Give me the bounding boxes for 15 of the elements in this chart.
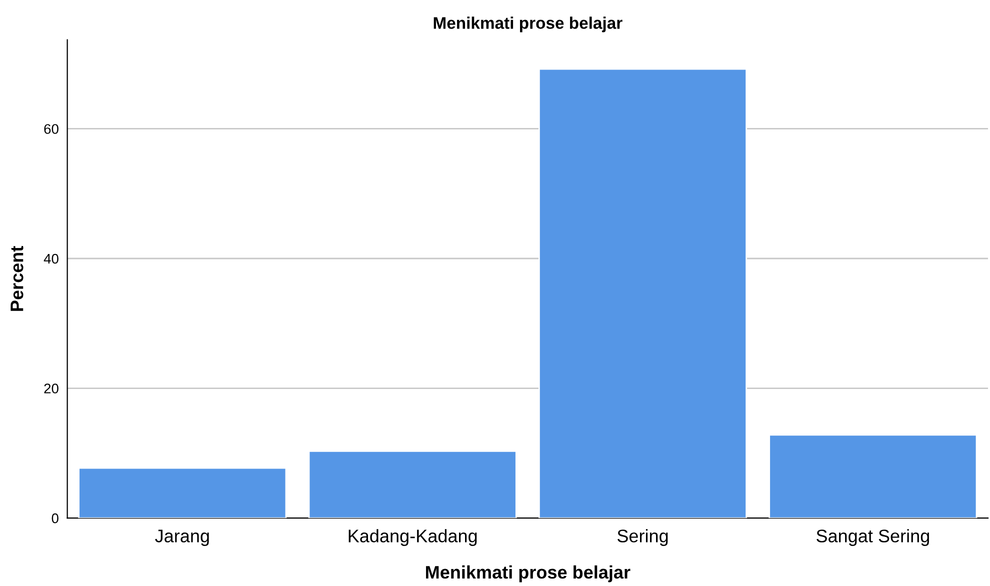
bar xyxy=(538,68,748,518)
bar xyxy=(308,450,517,518)
y-tick-label: 40 xyxy=(44,254,58,264)
y-tick-label: 20 xyxy=(44,384,58,394)
x-tick-label: Sering xyxy=(617,529,668,546)
x-tick-label: Sangat Sering xyxy=(816,529,929,546)
bar xyxy=(78,467,287,518)
x-tick-label: Jarang xyxy=(155,530,209,546)
y-axis-title: Percent xyxy=(10,246,24,311)
y-tick-label: 0 xyxy=(52,513,58,524)
x-axis-title: Menikmati prose belajar xyxy=(426,565,630,582)
x-tick-label: Kadang-Kadang xyxy=(348,529,477,546)
y-tick-label: 60 xyxy=(44,124,58,134)
chart-title: Menikmati prose belajar xyxy=(434,16,622,32)
bar xyxy=(768,434,978,518)
